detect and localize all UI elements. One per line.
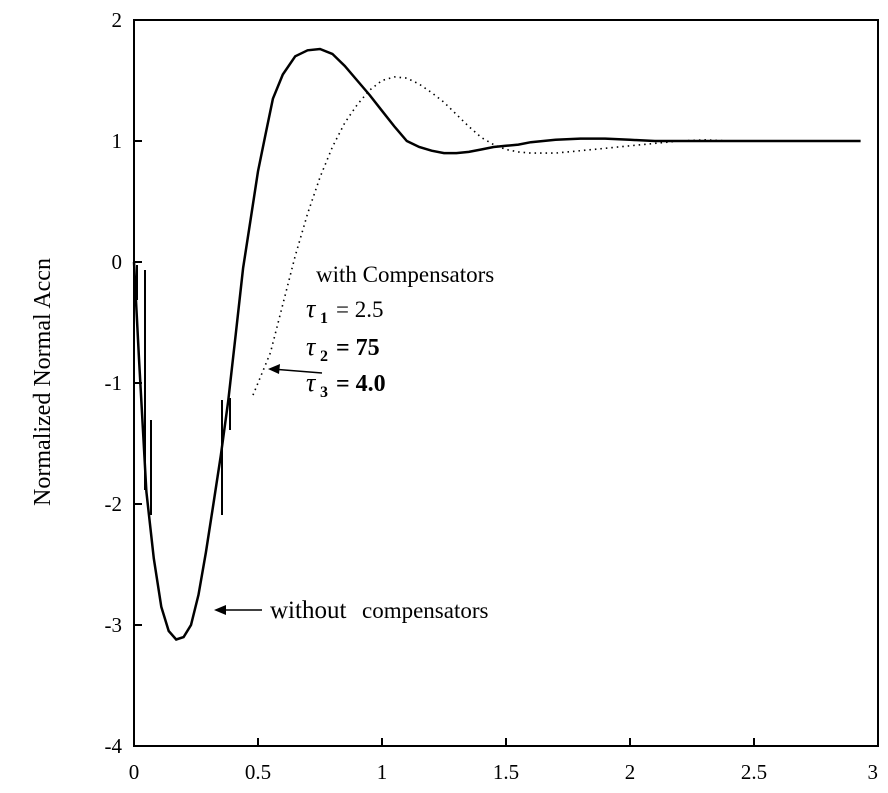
x-tick-label: 0.5: [245, 760, 271, 784]
annotation-compensators: compensators: [362, 598, 489, 623]
tau3-value: = 4.0: [336, 371, 386, 397]
x-tick-label: 1.5: [493, 760, 519, 784]
x-tick-label: 3: [868, 760, 879, 784]
tau2-value: = 75: [336, 335, 380, 361]
annotation-tau2: τ 2 = 75: [306, 332, 380, 365]
x-tick-label: 2: [625, 760, 636, 784]
x-tick-label: 2.5: [741, 760, 767, 784]
y-tick-label: -1: [105, 371, 123, 395]
annotation-tau1: τ 1 = 2.5: [306, 294, 383, 327]
series-line-dotted: [252, 76, 861, 396]
tau1-symbol: τ: [306, 294, 317, 323]
y-tick-label: 1: [112, 129, 123, 153]
y-axis-label: Normalized Normal Accn: [30, 258, 56, 506]
arrow-to-uncompensated-curve: [214, 605, 262, 615]
tau2-subscript: 2: [320, 348, 328, 365]
annotation-tau3: τ 3 = 4.0: [306, 368, 386, 401]
y-tick-label: -3: [105, 613, 123, 637]
scan-artifacts: [136, 265, 231, 515]
x-tick-label: 1: [377, 760, 388, 784]
series-line-solid: [132, 47, 861, 641]
plot-frame: [133, 19, 879, 747]
arrow-to-compensated-curve: [268, 364, 323, 374]
y-tick-label: 0: [112, 250, 123, 274]
tau2-symbol: τ: [306, 332, 317, 361]
annotation-with-compensators: with Compensators: [316, 262, 494, 287]
annotation-without: without: [270, 597, 346, 624]
tau1-value: = 2.5: [336, 297, 383, 322]
tau3-subscript: 3: [320, 384, 328, 401]
y-tick-label: -2: [105, 492, 123, 516]
y-tick-label: -4: [105, 734, 123, 758]
x-tick-group: 0 0.5 1 1.5 2 2.5 3: [129, 738, 879, 784]
tau3-symbol: τ: [306, 368, 317, 397]
y-tick-group: -4 -3 -2 -1 0 1 2: [105, 8, 142, 758]
tau1-subscript: 1: [320, 310, 328, 327]
y-tick-label: 2: [112, 8, 123, 32]
x-tick-label: 0: [129, 760, 140, 784]
